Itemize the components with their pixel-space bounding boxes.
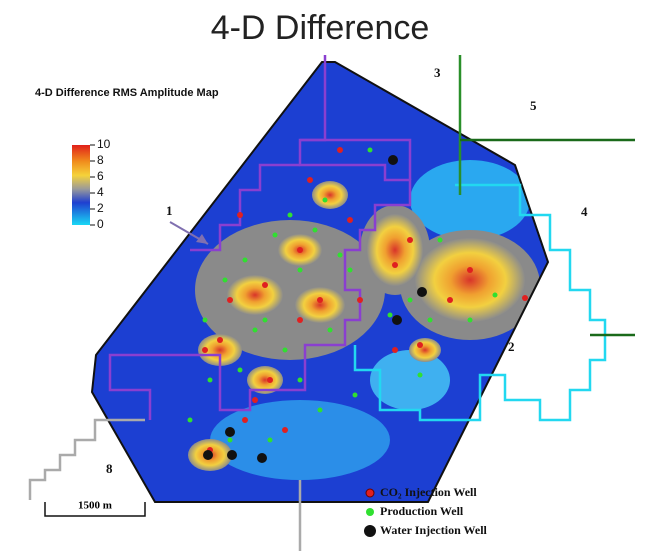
co2-injection-well <box>447 297 453 303</box>
colorbar-tick-label: 8 <box>97 153 104 167</box>
production-well <box>243 258 248 263</box>
production-well <box>313 228 318 233</box>
production-well <box>408 298 413 303</box>
co2-injection-well <box>297 247 303 253</box>
production-well <box>328 328 333 333</box>
co2-injection-well <box>417 342 423 348</box>
co2-injection-well <box>252 397 258 403</box>
legend: CO₂ Injection Well Production Well Water… <box>364 485 488 537</box>
colorbar-tick-label: 6 <box>97 169 104 183</box>
production-well <box>263 318 268 323</box>
water-injection-well <box>227 450 237 460</box>
colorbar-tick-label: 10 <box>97 137 111 151</box>
legend-marker <box>364 525 376 537</box>
colorbar-tick-label: 0 <box>97 217 104 231</box>
co2-injection-well <box>357 297 363 303</box>
region-label: 1 <box>166 203 173 218</box>
co2-injection-well <box>317 297 323 303</box>
production-well <box>223 278 228 283</box>
region-label: 5 <box>530 98 537 113</box>
page: 4-D Difference 4-D Difference RMS Amplit <box>0 0 651 551</box>
region-label: 8 <box>106 461 113 476</box>
production-well <box>418 373 423 378</box>
production-well <box>323 198 328 203</box>
production-well <box>428 318 433 323</box>
region-label: 4 <box>581 204 588 219</box>
co2-injection-well <box>262 282 268 288</box>
production-well <box>468 318 473 323</box>
co2-injection-well <box>392 347 398 353</box>
co2-injection-well <box>307 177 313 183</box>
production-well <box>188 418 193 423</box>
production-well <box>283 348 288 353</box>
co2-injection-well <box>407 237 413 243</box>
production-well <box>253 328 258 333</box>
legend-marker <box>366 508 374 516</box>
co2-injection-well <box>522 295 528 301</box>
production-well <box>298 378 303 383</box>
map-title: 4-D Difference RMS Amplitude Map <box>35 87 219 99</box>
production-well <box>203 318 208 323</box>
scale-label: 1500 m <box>78 500 112 512</box>
production-well <box>318 408 323 413</box>
region-label: 2 <box>508 339 515 354</box>
water-injection-well <box>392 315 402 325</box>
co2-injection-well <box>227 297 233 303</box>
production-well <box>493 293 498 298</box>
production-well <box>298 268 303 273</box>
production-well <box>438 238 443 243</box>
legend-label: Water Injection Well <box>380 523 488 537</box>
production-well <box>273 233 278 238</box>
water-injection-well <box>257 453 267 463</box>
scale-bar: 1500 m <box>45 500 145 516</box>
water-injection-well <box>417 287 427 297</box>
co2-injection-well <box>297 317 303 323</box>
co2-injection-well <box>337 147 343 153</box>
co2-injection-well <box>237 212 243 218</box>
production-well <box>388 313 393 318</box>
co2-injection-well <box>282 427 288 433</box>
production-well <box>348 268 353 273</box>
co2-injection-well <box>242 417 248 423</box>
production-well <box>338 253 343 258</box>
co2-injection-well <box>467 267 473 273</box>
title: 4-D Difference <box>211 9 430 47</box>
production-well <box>228 438 233 443</box>
colorbar-tick-label: 4 <box>97 185 104 199</box>
co2-injection-well <box>392 262 398 268</box>
co2-injection-well <box>347 217 353 223</box>
colorbar-tick-label: 2 <box>97 201 104 215</box>
water-injection-well <box>203 450 213 460</box>
co2-injection-well <box>202 347 208 353</box>
region-label: 3 <box>434 65 441 80</box>
legend-marker <box>366 489 374 497</box>
production-well <box>288 213 293 218</box>
amplitude-map <box>80 60 560 510</box>
colorbar-ticks: 10 8 6 4 2 0 <box>90 137 111 231</box>
water-injection-well <box>388 155 398 165</box>
water-injection-well <box>225 427 235 437</box>
legend-label: CO₂ Injection Well <box>380 485 477 499</box>
legend-label: Production Well <box>380 504 464 518</box>
production-well <box>238 368 243 373</box>
co2-injection-well <box>267 377 273 383</box>
production-well <box>368 148 373 153</box>
production-well <box>208 378 213 383</box>
production-well <box>353 393 358 398</box>
production-well <box>268 438 273 443</box>
co2-injection-well <box>217 337 223 343</box>
colorbar <box>72 145 90 225</box>
